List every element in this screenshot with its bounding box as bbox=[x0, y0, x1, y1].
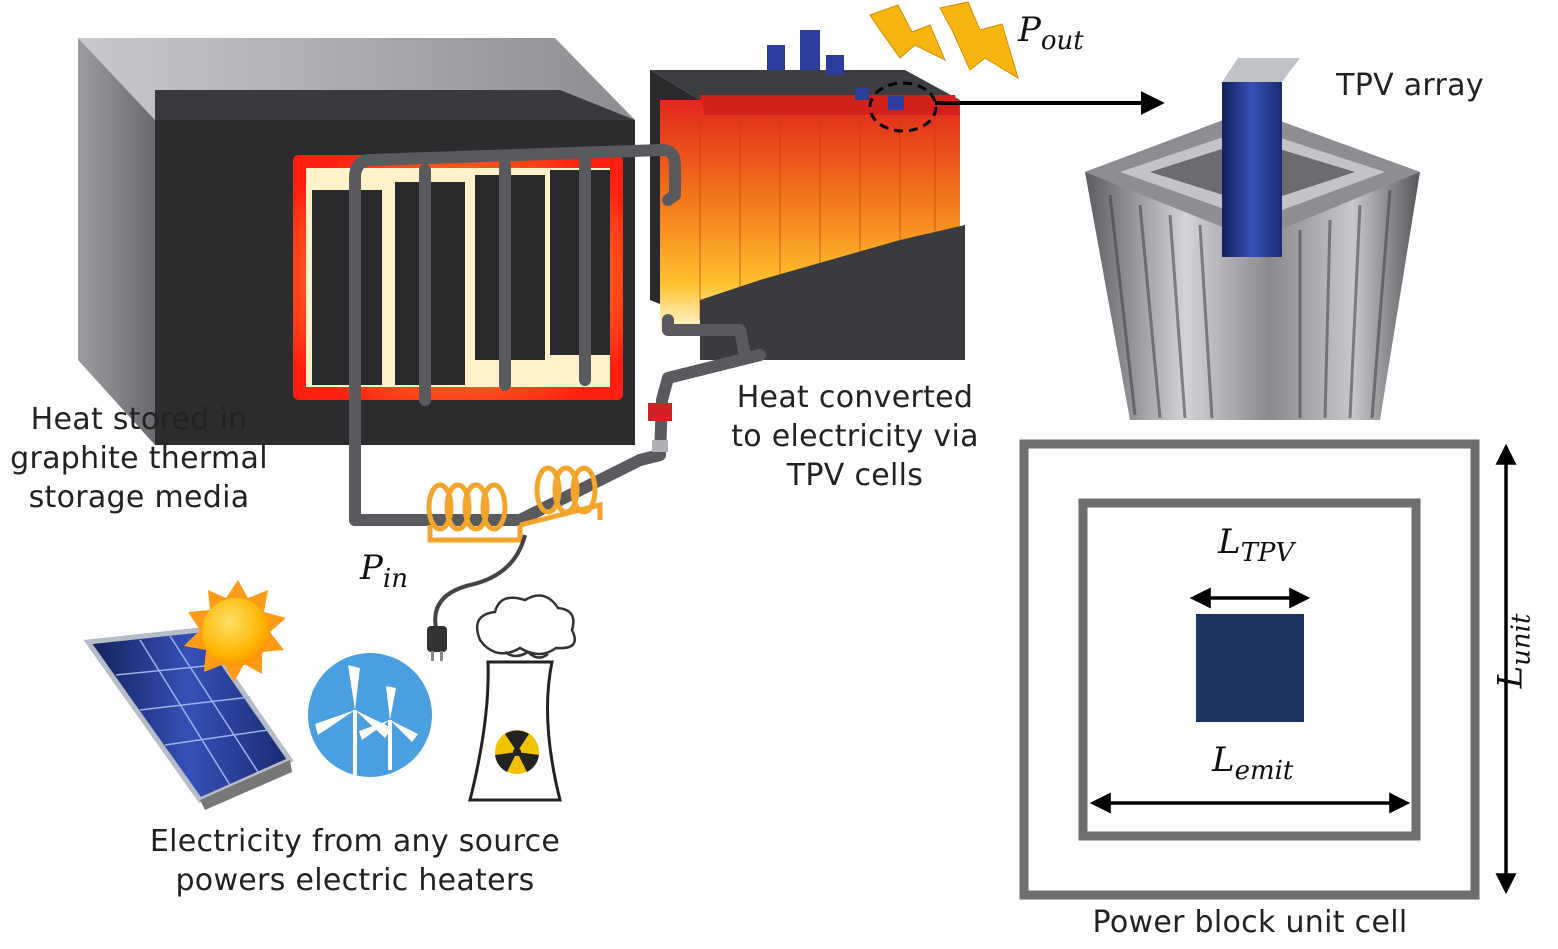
lightning-icon bbox=[869, 1, 1019, 80]
storage-block-lid bbox=[155, 90, 635, 120]
tpv-array-column bbox=[1085, 58, 1420, 420]
converter-hot-top bbox=[700, 95, 960, 115]
heat-stored-label: Heat stored in graphite thermal storage … bbox=[4, 400, 274, 517]
tpv-cell-square bbox=[1196, 614, 1304, 722]
heater-coil-icon bbox=[426, 465, 603, 543]
wind-turbine-icon bbox=[308, 653, 432, 777]
storage-block-side bbox=[78, 38, 155, 445]
heat-stored-line-1: Heat stored in bbox=[30, 402, 248, 437]
graphite-slab bbox=[312, 190, 382, 385]
heat-converted-line-3: TPV cells bbox=[786, 458, 924, 493]
tpv-pillar bbox=[855, 88, 869, 100]
tpv-array-label: TPV array bbox=[1336, 68, 1484, 103]
power-plug-icon bbox=[427, 626, 447, 661]
converter-insulation bbox=[700, 225, 965, 360]
tpv-core-cap bbox=[1222, 58, 1300, 82]
tpv-converter-box bbox=[650, 30, 965, 360]
tpv-pillar bbox=[826, 55, 844, 75]
converter-top bbox=[650, 70, 960, 100]
p-out-symbol: Pout bbox=[1018, 10, 1084, 56]
electricity-source-label: Electricity from any source powers elect… bbox=[130, 822, 580, 900]
pipe-fitting bbox=[652, 440, 668, 452]
electricity-source-line-2: powers electric heaters bbox=[175, 863, 535, 898]
unit-cell-label: Power block unit cell bbox=[1092, 905, 1408, 940]
tpv-pillar bbox=[800, 30, 820, 70]
heat-pipe-loop bbox=[349, 144, 766, 526]
tpv-pillar bbox=[767, 45, 785, 70]
l-tpv-symbol: LTPV bbox=[1218, 522, 1295, 568]
p-in-symbol: Pin bbox=[360, 548, 408, 594]
nuclear-plant-icon bbox=[468, 660, 562, 802]
heat-converted-line-2: to electricity via bbox=[731, 419, 979, 454]
solar-panel-icon bbox=[83, 627, 294, 810]
cloud-icon bbox=[475, 594, 576, 659]
unit-cell-schematic bbox=[1019, 439, 1517, 900]
sun-icon bbox=[184, 580, 286, 682]
zoom-highlight-circle bbox=[868, 81, 938, 133]
heat-converted-label: Heat converted to electricity via TPV ce… bbox=[715, 378, 995, 495]
heat-converted-line-1: Heat converted bbox=[736, 380, 974, 415]
electricity-source-line-1: Electricity from any source bbox=[149, 824, 561, 859]
unit-cell-inner-wall bbox=[1078, 498, 1421, 841]
tpv-pillar bbox=[888, 96, 904, 110]
tpv-core bbox=[1222, 82, 1282, 257]
heat-stored-line-2: graphite thermal bbox=[10, 441, 268, 476]
power-cord bbox=[433, 534, 527, 629]
l-emit-symbol: Lemit bbox=[1212, 740, 1294, 786]
l-unit-symbol: Lunit bbox=[1490, 613, 1537, 689]
heat-stored-line-3: storage media bbox=[28, 480, 250, 515]
pipe-valve bbox=[648, 403, 672, 421]
